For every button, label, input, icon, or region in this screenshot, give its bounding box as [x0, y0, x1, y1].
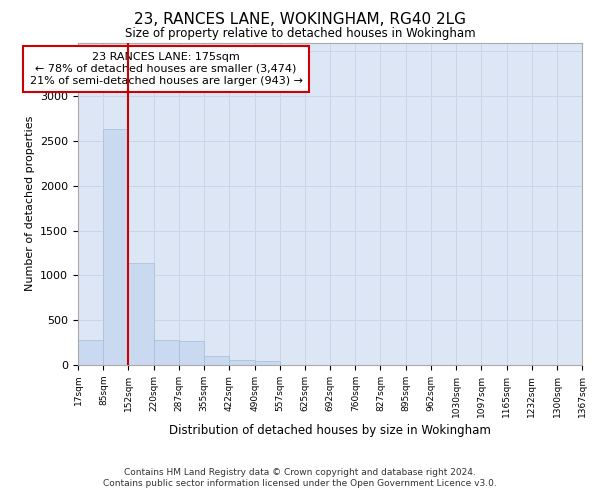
Bar	[204, 356, 229, 365]
Bar	[128, 263, 154, 365]
Y-axis label: Number of detached properties: Number of detached properties	[25, 116, 35, 292]
Bar	[229, 360, 254, 365]
Bar	[179, 341, 204, 365]
Text: 23, RANCES LANE, WOKINGHAM, RG40 2LG: 23, RANCES LANE, WOKINGHAM, RG40 2LG	[134, 12, 466, 28]
Text: 23 RANCES LANE: 175sqm
← 78% of detached houses are smaller (3,474)
21% of semi-: 23 RANCES LANE: 175sqm ← 78% of detached…	[29, 52, 302, 86]
Bar	[78, 340, 103, 365]
Bar	[154, 340, 179, 365]
Bar	[103, 128, 128, 365]
X-axis label: Distribution of detached houses by size in Wokingham: Distribution of detached houses by size …	[169, 424, 491, 437]
Text: Contains HM Land Registry data © Crown copyright and database right 2024.
Contai: Contains HM Land Registry data © Crown c…	[103, 468, 497, 487]
Text: Size of property relative to detached houses in Wokingham: Size of property relative to detached ho…	[125, 28, 475, 40]
Bar	[254, 362, 280, 365]
